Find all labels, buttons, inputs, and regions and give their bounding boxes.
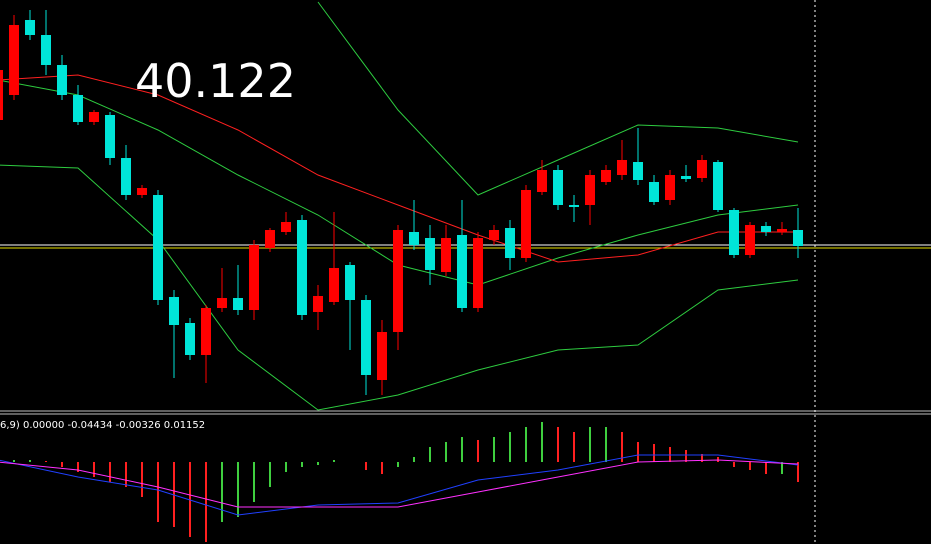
candle-body xyxy=(361,300,371,375)
candle-body xyxy=(9,25,19,95)
candle-body xyxy=(185,323,195,355)
candle-body xyxy=(41,35,51,65)
candle-body xyxy=(89,112,99,122)
indicator-line xyxy=(0,459,799,508)
candle-body xyxy=(681,176,691,179)
candle-body xyxy=(521,190,531,258)
candle-body xyxy=(0,70,3,120)
candle-body xyxy=(617,160,627,175)
candle-body xyxy=(425,238,435,270)
candle-body xyxy=(249,245,259,310)
candle-body xyxy=(665,175,675,200)
candle-body xyxy=(761,226,771,232)
candle-body xyxy=(297,220,307,315)
candle-body xyxy=(777,229,787,232)
candle-body xyxy=(393,230,403,332)
candle-body xyxy=(713,162,723,210)
candle-body xyxy=(57,65,67,95)
candle-body xyxy=(121,158,131,195)
candle-body xyxy=(553,170,563,205)
candle-body xyxy=(105,115,115,158)
candle-body xyxy=(169,297,179,325)
candle-body xyxy=(457,235,467,308)
candle-body xyxy=(505,228,515,258)
indicator-line xyxy=(317,1,799,196)
indicator-line xyxy=(0,454,799,516)
candle-body xyxy=(633,162,643,180)
candle-body xyxy=(649,182,659,202)
candle-body xyxy=(745,225,755,255)
candle-body xyxy=(281,222,291,232)
candle-body xyxy=(313,296,323,312)
candle-body xyxy=(473,238,483,308)
candle-body xyxy=(233,298,243,310)
candle-body xyxy=(409,232,419,245)
candle-body xyxy=(25,20,35,35)
candle-body xyxy=(137,188,147,195)
candle-body xyxy=(489,230,499,240)
candle-body xyxy=(697,160,707,178)
indicator-line xyxy=(0,74,798,263)
candle-body xyxy=(601,170,611,182)
indicator-line xyxy=(0,164,799,411)
candle-body xyxy=(793,230,803,246)
candle-body xyxy=(73,95,83,122)
candle-body xyxy=(201,308,211,355)
candle-body xyxy=(265,230,275,248)
candle-body xyxy=(329,268,339,302)
candle-body xyxy=(537,170,547,192)
indicator-label: 6,9) 0.00000 -0.04434 -0.00326 0.01152 xyxy=(0,420,205,431)
candle-body xyxy=(217,298,227,308)
candle-body xyxy=(377,332,387,380)
candle-body xyxy=(729,210,739,255)
candle-body xyxy=(153,195,163,300)
candle-body xyxy=(585,175,595,205)
candle-body xyxy=(345,265,355,300)
candle-body xyxy=(441,238,451,272)
candle-body xyxy=(569,205,579,207)
price-label: 40.122 xyxy=(135,54,296,108)
